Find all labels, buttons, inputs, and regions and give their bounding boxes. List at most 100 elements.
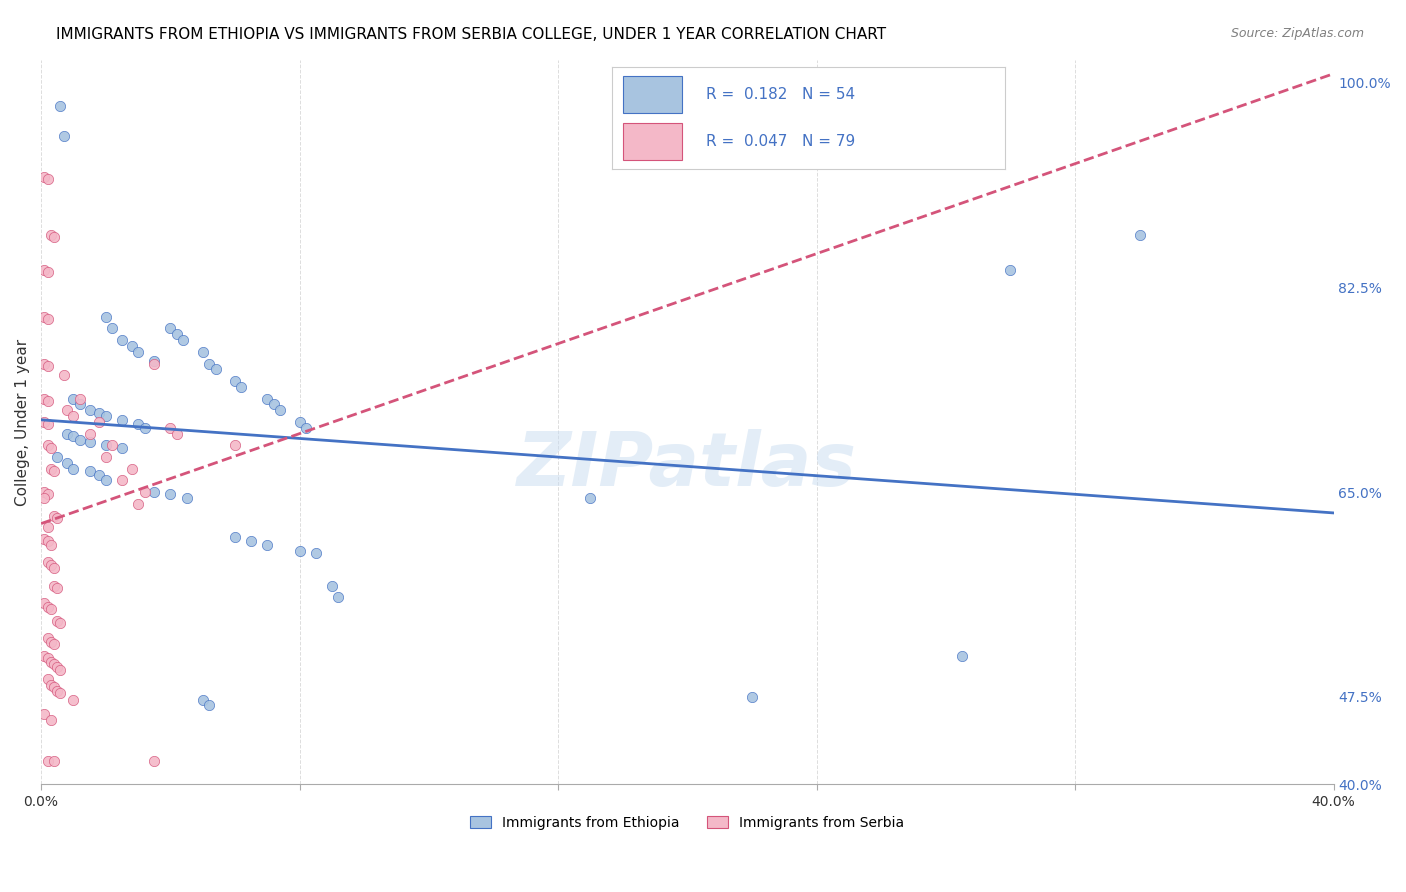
Point [39,558,62,572]
Point [101,438,124,452]
Point [37,438,59,452]
Point [240,534,263,549]
Y-axis label: College, Under 1 year: College, Under 1 year [15,338,30,506]
Point [950,648,973,663]
Point [62,462,84,476]
FancyBboxPatch shape [623,123,682,161]
Point [224,530,246,544]
Point [159,321,181,335]
Point [111,474,134,488]
Point [34,310,56,324]
Point [42,464,65,478]
Point [39,602,62,616]
Point [62,693,84,707]
Text: Source: ZipAtlas.com: Source: ZipAtlas.com [1230,27,1364,40]
Point [42,561,65,575]
Point [111,333,134,347]
Point [111,412,134,426]
Point [94,450,117,464]
Point [62,392,84,406]
Point [37,417,59,432]
Point [37,672,59,686]
Point [143,354,166,368]
Point [34,596,56,610]
Point [37,555,59,569]
Point [143,485,166,500]
Point [42,637,65,651]
Point [127,344,149,359]
Point [224,374,246,388]
Point [288,543,311,558]
Point [94,310,117,324]
Point [127,497,149,511]
Point [42,508,65,523]
Text: ZIPatlas: ZIPatlas [517,429,858,502]
Point [62,409,84,424]
Point [79,464,101,478]
Text: IMMIGRANTS FROM ETHIOPIA VS IMMIGRANTS FROM SERBIA COLLEGE, UNDER 1 YEAR CORRELA: IMMIGRANTS FROM ETHIOPIA VS IMMIGRANTS F… [56,27,886,42]
Point [1000,263,1022,277]
FancyBboxPatch shape [623,76,682,113]
Point [224,438,246,452]
Point [166,426,188,441]
Point [94,474,117,488]
Point [34,491,56,505]
Point [52,128,75,143]
Point [39,538,62,552]
Point [49,686,72,700]
Point [56,426,79,441]
Point [37,171,59,186]
Point [37,394,59,409]
Point [263,397,285,411]
Point [37,265,59,279]
Point [198,698,221,712]
Point [89,415,111,429]
Point [172,333,194,347]
Point [34,485,56,500]
Point [37,651,59,665]
Point [42,681,65,695]
Point [39,462,62,476]
Point [52,368,75,383]
Point [39,227,62,242]
Point [328,591,350,605]
Point [94,409,117,424]
Point [37,599,59,614]
Point [121,462,143,476]
Point [134,421,156,435]
Point [37,520,59,534]
Point [39,634,62,648]
Point [49,616,72,631]
Point [79,426,101,441]
Point [94,438,117,452]
Point [37,312,59,326]
Point [34,392,56,406]
Point [256,392,278,406]
Point [176,491,198,505]
Point [166,327,188,342]
Point [111,441,134,455]
Point [191,693,214,707]
Point [37,359,59,373]
Point [37,487,59,501]
Point [37,534,59,549]
Point [42,230,65,244]
Point [134,485,156,500]
Point [79,434,101,449]
Point [56,403,79,417]
Text: R =  0.047   N = 79: R = 0.047 N = 79 [706,135,855,149]
Point [34,415,56,429]
Point [159,421,181,435]
Point [46,511,69,525]
Point [42,754,65,768]
Point [34,648,56,663]
Point [62,429,84,443]
Point [69,433,91,447]
Point [39,678,62,692]
Point [46,450,69,464]
Point [305,546,328,560]
Point [198,357,221,371]
Point [69,392,91,406]
Point [741,690,763,704]
Point [46,684,69,698]
